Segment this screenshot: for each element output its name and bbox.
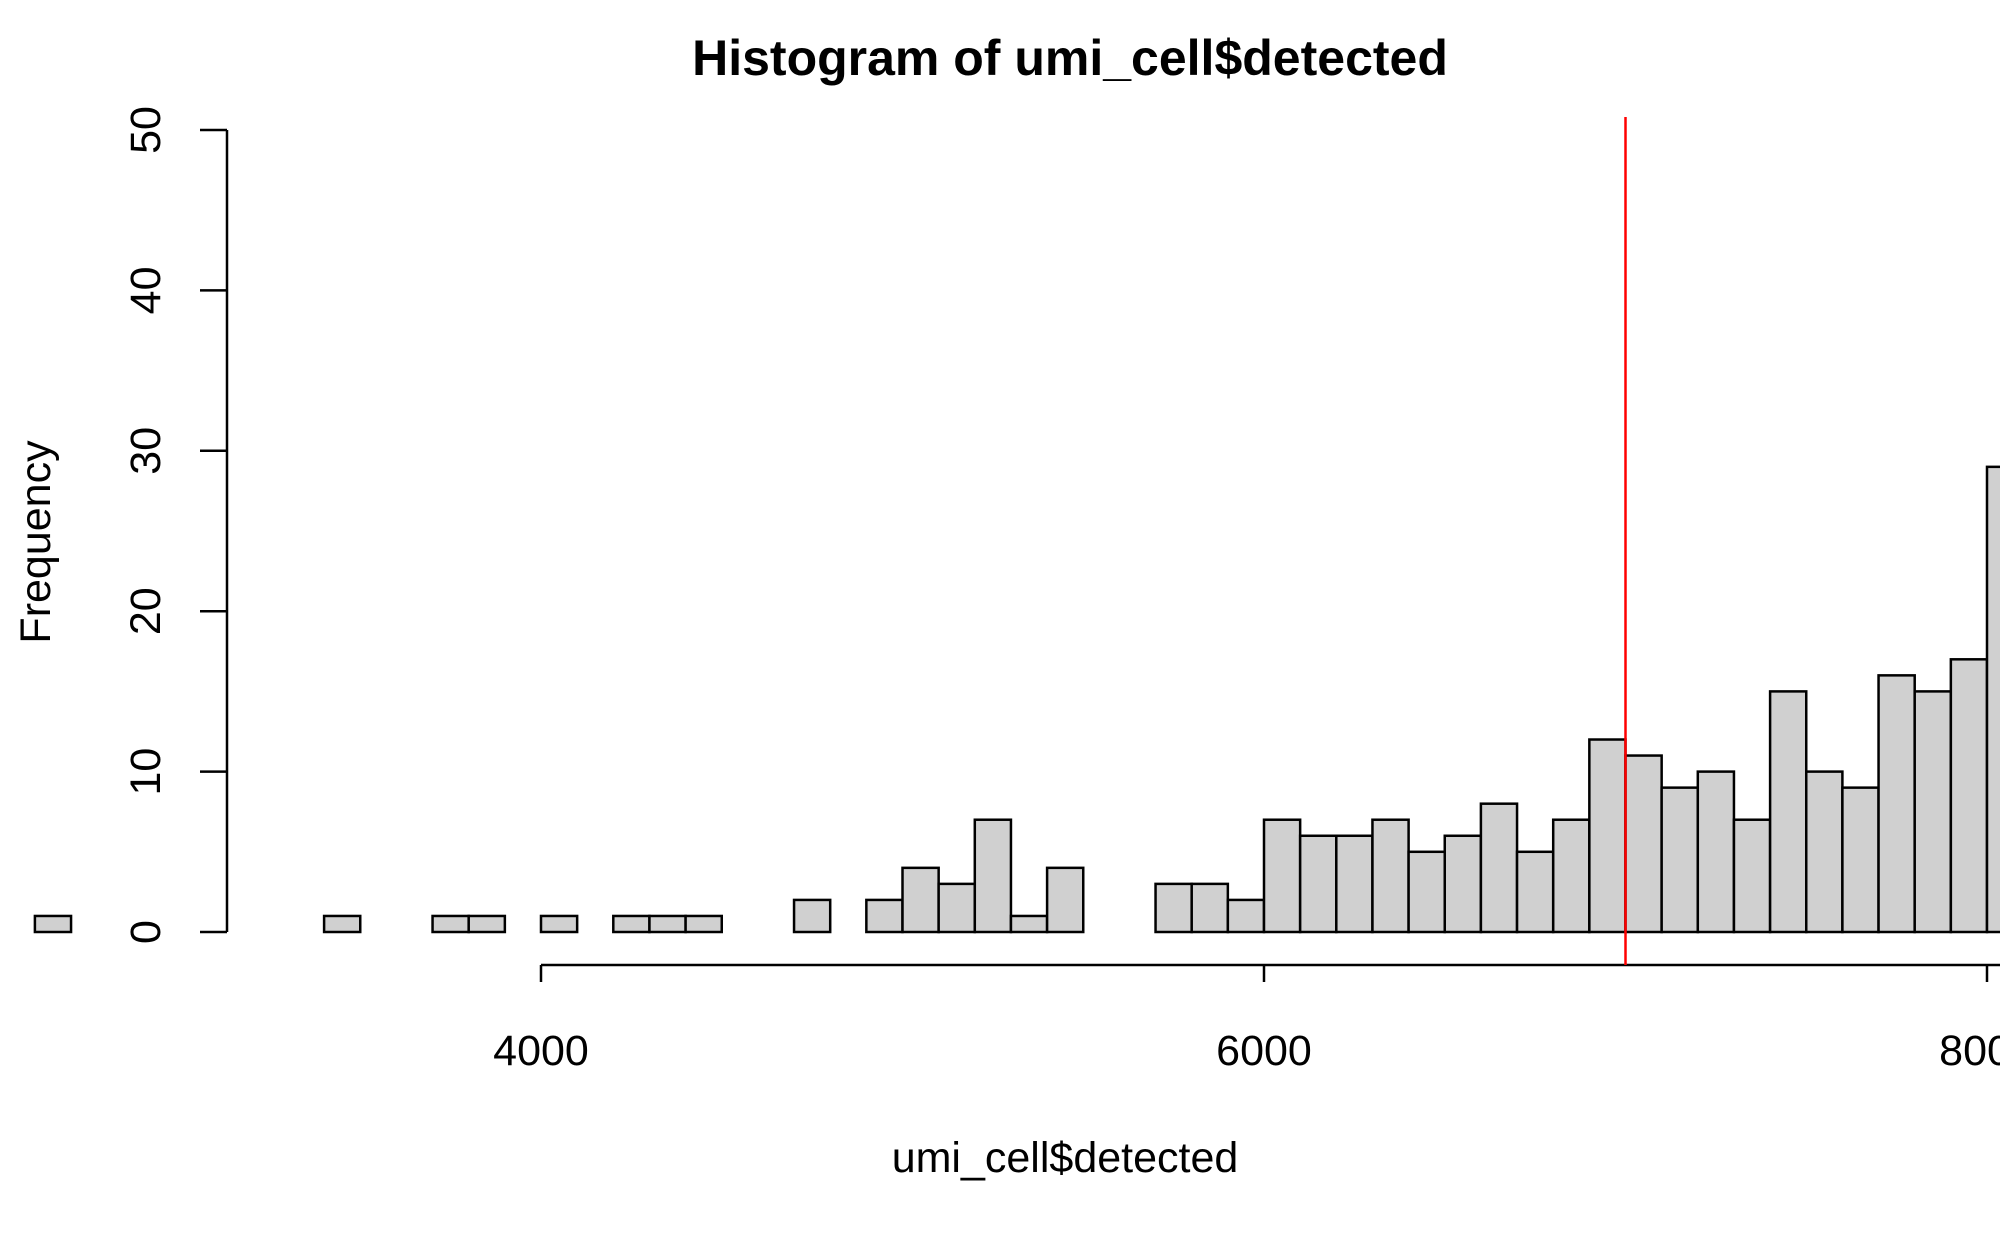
histogram-bar: [612, 914, 651, 934]
y-axis-label: Frequency: [12, 440, 60, 644]
y-tick-label: 10: [122, 748, 170, 796]
histogram-bar: [1515, 850, 1555, 934]
histogram-bar: [1588, 738, 1627, 934]
histogram-bar: [648, 914, 687, 934]
chart-title: Histogram of umi_cell$detected: [692, 30, 1448, 86]
histogram-bar: [322, 914, 362, 934]
histogram-bar: [1696, 770, 1736, 934]
histogram-bar: [1479, 802, 1519, 934]
y-tick-label: 40: [122, 266, 170, 314]
histogram-bar: [901, 866, 940, 934]
histogram-bar: [1551, 818, 1591, 934]
histogram-bar: [1190, 882, 1230, 934]
histogram-bar: [1298, 834, 1338, 934]
y-tick-label: 30: [122, 427, 170, 475]
histogram-bar: [1226, 898, 1266, 934]
y-axis: 0 10 20 30 40 50: [122, 106, 229, 944]
histogram-bar: [1335, 834, 1374, 934]
histogram-bar: [431, 914, 470, 934]
histogram-bar: [467, 914, 507, 934]
histogram-bar: [1805, 770, 1844, 934]
histogram-bar: [1407, 850, 1446, 934]
x-axis-label: umi_cell$detected: [892, 1134, 1239, 1182]
histogram-bar: [1154, 882, 1193, 934]
x-tick-label: 4000: [493, 1027, 589, 1075]
x-axis: 40006000800010000: [493, 963, 2000, 1075]
histogram-bar: [1660, 786, 1700, 934]
y-tick-label: 0: [122, 920, 170, 944]
x-tick-label: 6000: [1216, 1027, 1312, 1075]
histogram-bar: [1045, 866, 1085, 934]
histogram-bar: [1371, 818, 1410, 934]
histogram-bar: [792, 898, 832, 934]
histogram-bar: [973, 818, 1013, 934]
histogram-bar: [1985, 465, 2000, 934]
bars-group: [33, 465, 2000, 934]
histogram-bar: [937, 882, 977, 934]
y-tick-label: 50: [122, 106, 170, 154]
histogram-bar: [539, 914, 579, 934]
histogram-bar: [1877, 674, 1916, 934]
histogram-bar: [1949, 658, 1989, 934]
histogram-bar: [1768, 690, 1808, 934]
histogram-bar: [1443, 834, 1483, 934]
histogram-bar: [1913, 690, 1953, 934]
histogram-bar: [1624, 754, 1663, 934]
histogram-bar: [1732, 818, 1772, 934]
histogram-bar: [684, 914, 723, 934]
histogram-bar: [1009, 914, 1049, 934]
histogram-bar: [865, 898, 904, 934]
histogram-bar: [1841, 786, 1880, 934]
histogram-bar: [1262, 818, 1302, 934]
y-tick-label: 20: [122, 587, 170, 635]
histogram-bar: [33, 914, 73, 934]
